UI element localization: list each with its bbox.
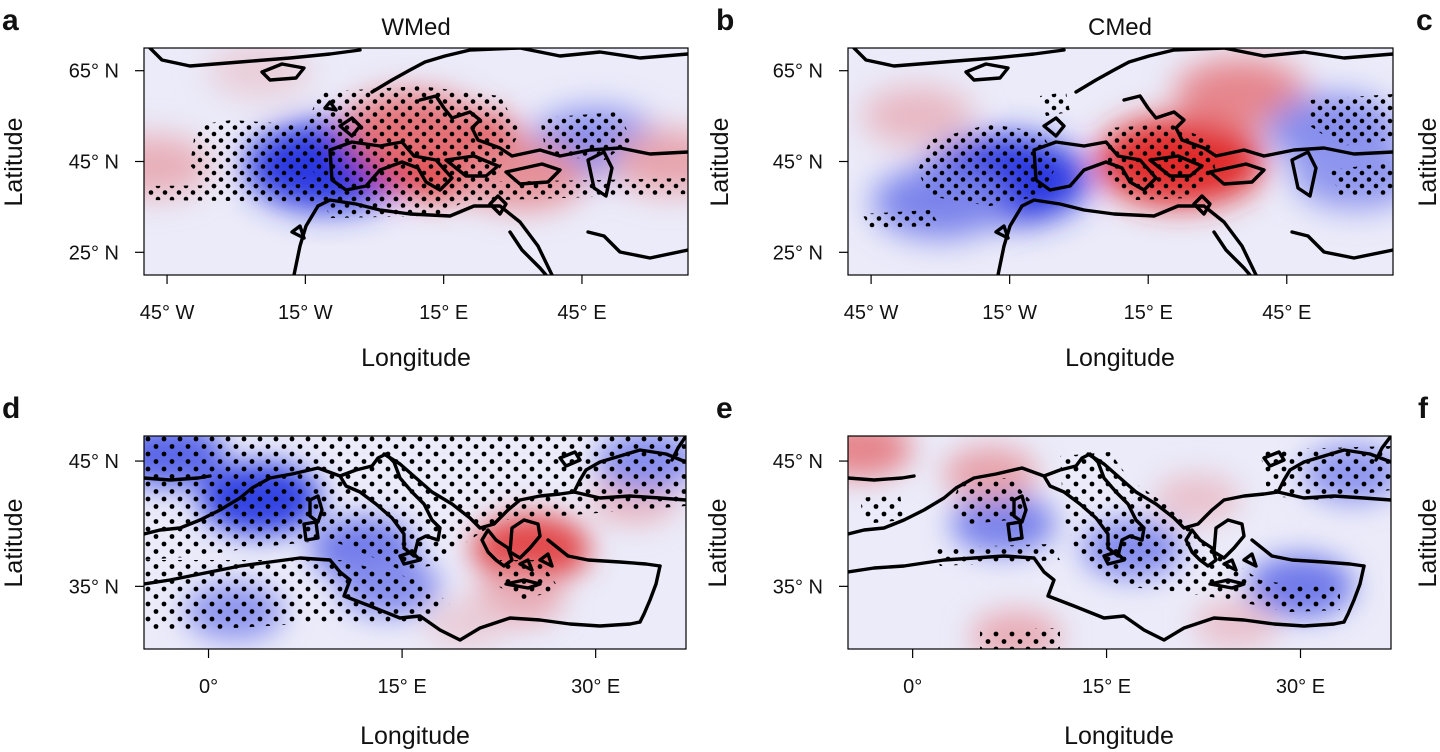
- panel-title: CMed: [1088, 14, 1152, 41]
- anomaly-blob: [861, 86, 974, 146]
- y-tick-label: 45° N: [773, 152, 823, 174]
- x-axis-label: Longitude: [1065, 344, 1175, 372]
- y-axis-label: Latitude: [1414, 499, 1440, 588]
- y-axis-ticks: 65° N 45° N 25° N: [773, 61, 848, 264]
- x-tick-label: 45° W: [844, 302, 899, 324]
- x-tick-label: 15° E: [1082, 676, 1131, 698]
- anomaly-blob: [848, 436, 912, 479]
- panel-title: WMed: [381, 14, 450, 41]
- x-tick-label: 45° E: [1262, 302, 1311, 324]
- significance-stippling: [144, 436, 686, 630]
- panel-label: b: [716, 4, 734, 37]
- panel-d: d: [0, 392, 687, 750]
- x-axis-ticks: 45° W 15° W 15° E 45° E: [140, 275, 607, 324]
- x-tick-label: 15° W: [278, 302, 333, 324]
- x-tick-label: 45° E: [557, 302, 606, 324]
- anomaly-blob: [1192, 598, 1280, 649]
- x-axis-ticks: 0° 15° E 30° E: [199, 649, 620, 698]
- panel-label: a: [2, 4, 19, 37]
- y-axis-ticks: 45° N 35° N: [773, 451, 848, 598]
- coastlines: [148, 48, 688, 275]
- x-tick-label: 30° E: [571, 676, 620, 698]
- x-tick-label: 15° E: [1124, 302, 1173, 324]
- y-axis-ticks: 45° N 35° N: [69, 451, 144, 598]
- significance-stippling: [860, 446, 1391, 649]
- map-area: [848, 436, 1391, 649]
- anomaly-blob: [609, 129, 688, 194]
- x-tick-label: 15° E: [419, 302, 468, 324]
- y-tick-label: 25° N: [69, 242, 119, 264]
- coastlines: [848, 436, 1391, 642]
- anomaly-blob: [1174, 58, 1307, 129]
- panel-label: d: [2, 392, 20, 425]
- panel-label: f: [1418, 392, 1429, 425]
- y-axis-label: Latitude: [706, 118, 734, 207]
- anomaly-blob: [207, 48, 312, 98]
- y-tick-label: 65° N: [69, 61, 119, 83]
- y-axis-label: Latitude: [0, 118, 28, 207]
- map-area: [144, 48, 688, 275]
- x-tick-label: 15° W: [982, 302, 1037, 324]
- y-tick-label: 35° N: [69, 576, 119, 598]
- x-axis-ticks: 0° 15° E 30° E: [903, 649, 1325, 698]
- y-tick-label: 65° N: [773, 61, 823, 83]
- y-axis-label: Latitude: [704, 499, 732, 588]
- y-tick-label: 25° N: [773, 242, 823, 264]
- y-axis-label: Latitude: [0, 499, 28, 588]
- plot-frame: [143, 435, 687, 650]
- y-axis-label: Latitude: [1414, 118, 1440, 207]
- x-tick-label: 0°: [903, 676, 922, 698]
- x-tick-label: 45° W: [140, 302, 195, 324]
- panel-label: c: [1416, 4, 1433, 37]
- x-axis-ticks: 45° W 15° W 15° E 45° E: [844, 275, 1311, 324]
- y-tick-label: 45° N: [69, 451, 119, 473]
- y-axis-ticks: 65° N 45° N 25° N: [69, 61, 144, 264]
- panel-a: a WMed: [0, 4, 689, 372]
- x-axis-label: Longitude: [360, 722, 470, 750]
- coastlines: [144, 436, 686, 642]
- x-axis-label: Longitude: [1064, 722, 1174, 750]
- y-tick-label: 35° N: [773, 576, 823, 598]
- significance-stippling: [862, 92, 1393, 228]
- plot-frame: [847, 435, 1392, 650]
- panel-label: e: [716, 392, 733, 425]
- coastlines: [852, 48, 1393, 275]
- anomaly-blob: [1153, 473, 1241, 524]
- y-tick-label: 45° N: [773, 451, 823, 473]
- x-tick-label: 30° E: [1276, 676, 1325, 698]
- map-area: [144, 436, 686, 649]
- x-tick-label: 15° E: [378, 676, 427, 698]
- panel-b: b CMed: [706, 4, 1394, 372]
- anomaly-blob: [424, 599, 509, 649]
- panel-f-clipped: f Latitude: [1414, 392, 1440, 587]
- x-axis-label: Longitude: [361, 344, 471, 372]
- y-tick-label: 45° N: [69, 152, 119, 174]
- x-tick-label: 0°: [199, 676, 218, 698]
- panel-c-clipped: c Latitude: [1414, 4, 1440, 206]
- map-area: [848, 48, 1393, 275]
- panel-e: e: [704, 392, 1392, 750]
